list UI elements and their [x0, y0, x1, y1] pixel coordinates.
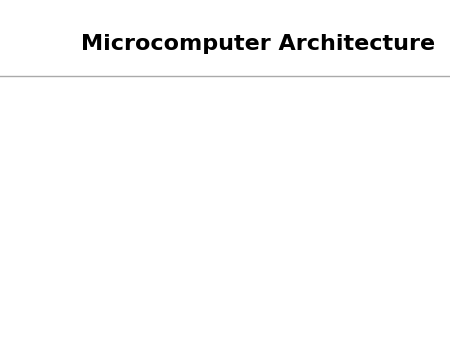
Text: Microcomputer Architecture: Microcomputer Architecture — [81, 34, 435, 54]
